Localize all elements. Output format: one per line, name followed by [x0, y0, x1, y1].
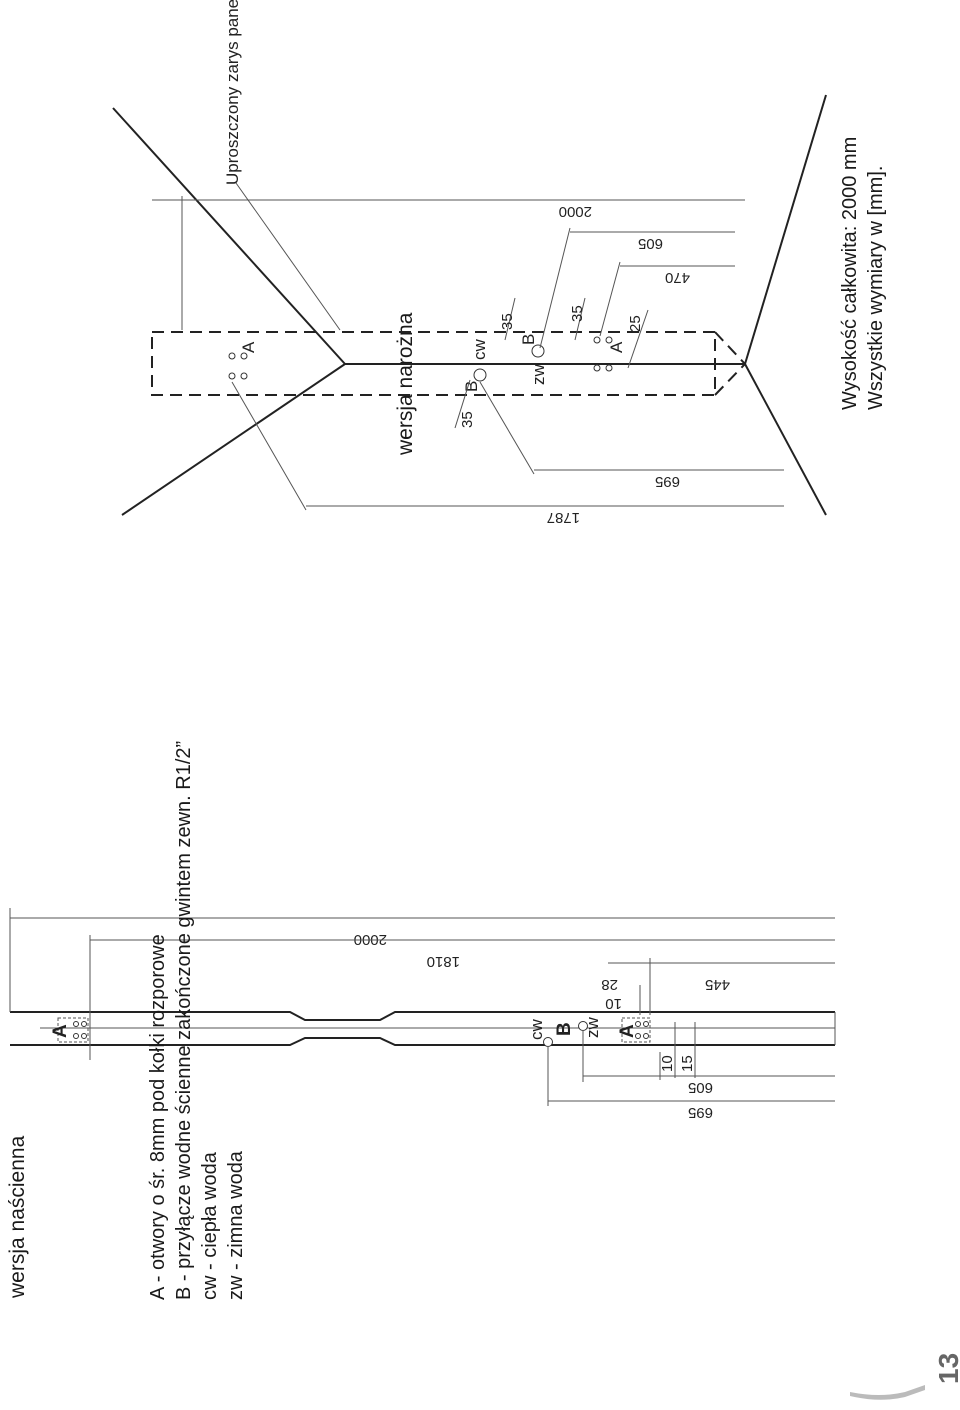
page-footer: 13 — [850, 1353, 960, 1400]
page-number: 13 — [933, 1353, 960, 1384]
wall-dim-1810: 1810 — [427, 953, 460, 970]
wall-label-A-bottom: A — [617, 1024, 638, 1038]
corner-dim-35-c: 35 — [459, 411, 476, 428]
note-units: Wszystkie wymiary w [mm]. — [865, 166, 887, 410]
legend-item-B: B - przyłącze wodne ścienne zakończone g… — [173, 741, 195, 1300]
corner-label-B-upper: B — [462, 381, 481, 392]
wall-dim-445: 445 — [705, 976, 730, 993]
legend-item-zw: zw - zimna woda — [225, 1150, 247, 1300]
legend-item-A: A - otwory o śr. 8mm pod kołki rozporowe — [147, 934, 169, 1300]
corner-label-B-lower: B — [519, 334, 538, 345]
corner-label-A-upper: A — [239, 341, 258, 353]
corner-label-zw: zw — [529, 364, 548, 386]
corner-dim-470: 470 — [665, 269, 690, 286]
wall-label-zw: zw — [583, 1017, 602, 1039]
corner-wall-edge-upper — [112, 107, 346, 365]
page-swoosh-icon — [850, 1385, 925, 1400]
corner-label-A-lower: A — [607, 341, 626, 353]
wall-label-B: B — [554, 1022, 575, 1036]
wall-dim-10-top: 10 — [605, 995, 622, 1012]
corner-dim-25: 25 — [627, 315, 644, 332]
corner-dim-35-b: 35 — [569, 305, 586, 322]
wall-dim-10-side: 10 — [659, 1055, 676, 1072]
wall-version-drawing: A cw B zw A 2000 1810 445 28 10 10 15 — [9, 908, 836, 1121]
wall-panel-outline — [10, 1011, 835, 1046]
corner-dim-1787: 1787 — [547, 509, 580, 526]
wall-dim-15: 15 — [679, 1055, 696, 1072]
corner-cw-connector-icon — [473, 368, 487, 382]
wall-label-cw: cw — [527, 1019, 546, 1041]
wall-label-A-top: A — [50, 1024, 71, 1038]
note-total-height: Wysokość całkowita: 2000 mm — [839, 137, 861, 410]
title-wall-version: wersja naścienna — [6, 1135, 29, 1299]
corner-zw-connector-icon — [531, 344, 545, 358]
corner-floor-edge — [744, 94, 827, 365]
corner-dim-35-a: 35 — [499, 313, 516, 330]
corner-dim-605: 605 — [638, 235, 663, 252]
legend: A - otwory o śr. 8mm pod kołki rozporowe… — [147, 741, 247, 1300]
corner-version-drawing: Uproszczony zarys panela A cw B B zw A 2… — [112, 0, 887, 526]
corner-dim-2000: 2000 — [559, 203, 592, 220]
title-corner-version: wersja narożna — [394, 312, 417, 456]
corner-wall-edge-lower — [121, 363, 346, 516]
legend-item-cw: cw - ciepła woda — [199, 1151, 221, 1300]
corner-label-cw: cw — [470, 339, 489, 361]
wall-dim-28: 28 — [601, 976, 618, 993]
corner-dim-695: 695 — [655, 473, 680, 490]
wall-dim-695: 695 — [688, 1104, 713, 1121]
panel-note: Uproszczony zarys panela — [223, 0, 242, 185]
wall-dim-605: 605 — [688, 1079, 713, 1096]
